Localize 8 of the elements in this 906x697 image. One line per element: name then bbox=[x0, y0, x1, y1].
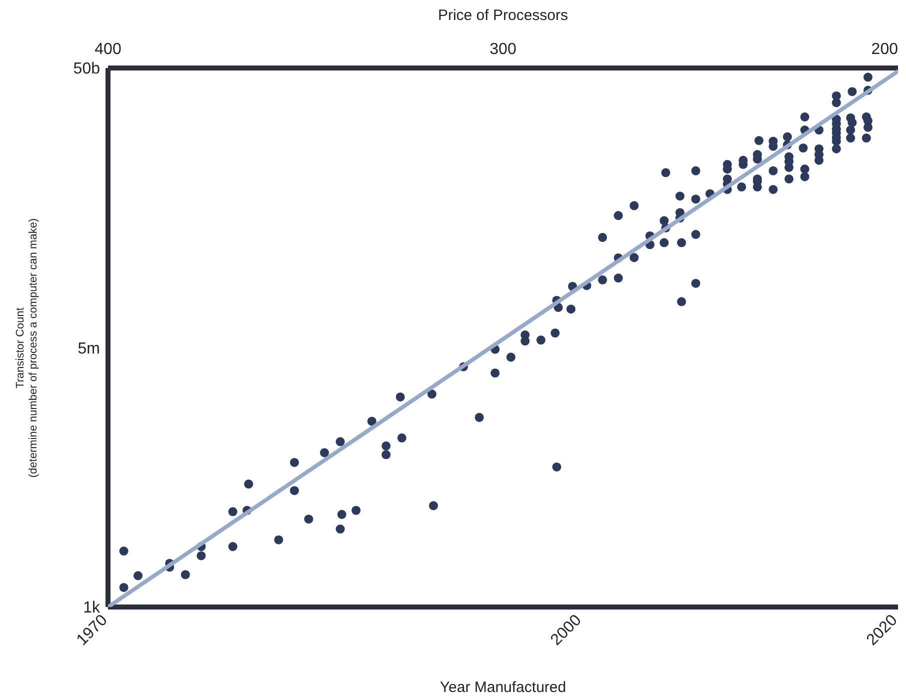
y-tick-label: 50b bbox=[73, 60, 100, 78]
y-axis-title: Transistor Count (determine number of process a computer can make) bbox=[15, 218, 41, 478]
y-tick-label: 5m bbox=[78, 340, 100, 358]
x2-tick-label: 400 bbox=[94, 41, 122, 58]
x-axis-title: Year Manufactured bbox=[440, 679, 566, 696]
x2-axis-title: Price of Processors bbox=[438, 7, 568, 24]
x2-tick-label: 300 bbox=[490, 41, 516, 58]
x2-tick-label: 200 bbox=[871, 41, 898, 58]
